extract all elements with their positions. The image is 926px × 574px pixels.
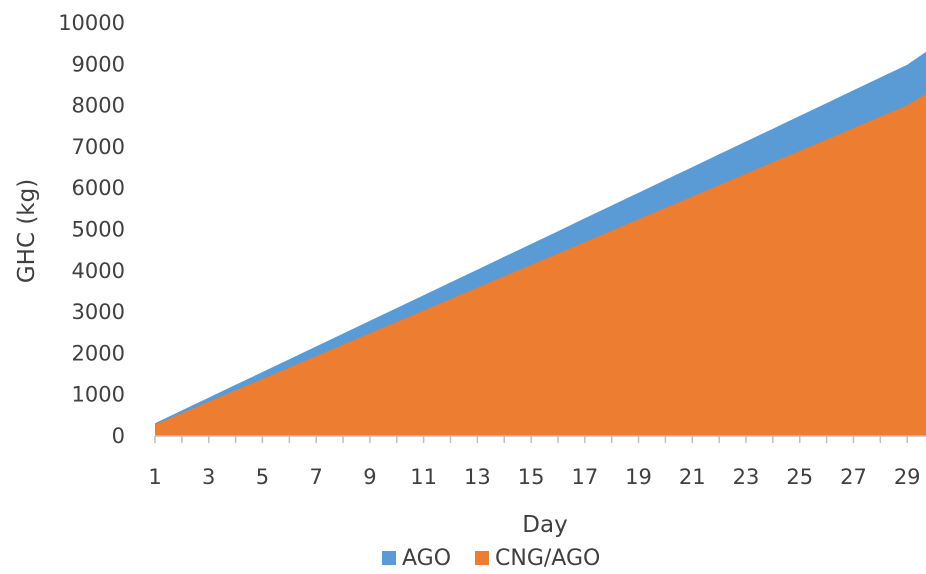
x-tick-label: 23 <box>733 465 760 489</box>
x-tick-label: 13 <box>464 465 491 489</box>
y-tick-label: 1000 <box>72 383 125 407</box>
y-tick-label: 9000 <box>72 52 125 76</box>
legend-label: CNG/AGO <box>495 546 600 571</box>
y-axis-ticks: 0 1000 2000 3000 4000 5000 6000 7000 8000 9000 100… <box>58 11 125 448</box>
y-tick-label: 8000 <box>72 94 125 118</box>
x-tick-label: 21 <box>679 465 706 489</box>
y-tick-label: 3000 <box>72 300 125 324</box>
legend-label: AGO <box>402 546 451 571</box>
x-axis-title: Day <box>522 512 567 538</box>
x-tick-label: 9 <box>363 465 376 489</box>
y-tick-label: 5000 <box>72 218 125 242</box>
x-tick-label: 15 <box>518 465 545 489</box>
y-tick-label: 2000 <box>72 341 125 365</box>
y-tick-label: 4000 <box>72 259 125 283</box>
plot-areas <box>155 51 926 437</box>
y-tick-label: 10000 <box>58 11 125 35</box>
x-tick-label: 3 <box>202 465 215 489</box>
x-tick-label: 11 <box>410 465 437 489</box>
x-tick-label: 7 <box>309 465 322 489</box>
x-tick-label: 27 <box>840 465 867 489</box>
legend: AGO CNG/AGO <box>382 546 600 571</box>
y-axis-title: GHC (kg) <box>14 179 40 283</box>
y-tick-label: 6000 <box>72 176 125 200</box>
area-series-2 <box>155 94 926 436</box>
legend-swatch <box>382 551 396 565</box>
y-tick-label: 7000 <box>72 135 125 159</box>
y-tick-label: 0 <box>112 424 125 448</box>
x-tick-label: 29 <box>894 465 921 489</box>
x-tick-label: 19 <box>625 465 652 489</box>
x-tick-label: 5 <box>256 465 269 489</box>
x-tick-label: 25 <box>786 465 813 489</box>
x-axis-ticks: 1 3 5 7 9 11 13 15 17 19 21 23 25 27 29 <box>148 465 920 489</box>
x-tick-label: 1 <box>148 465 161 489</box>
x-axis-tick-marks <box>154 436 908 443</box>
legend-swatch <box>475 551 489 565</box>
x-tick-label: 17 <box>571 465 598 489</box>
